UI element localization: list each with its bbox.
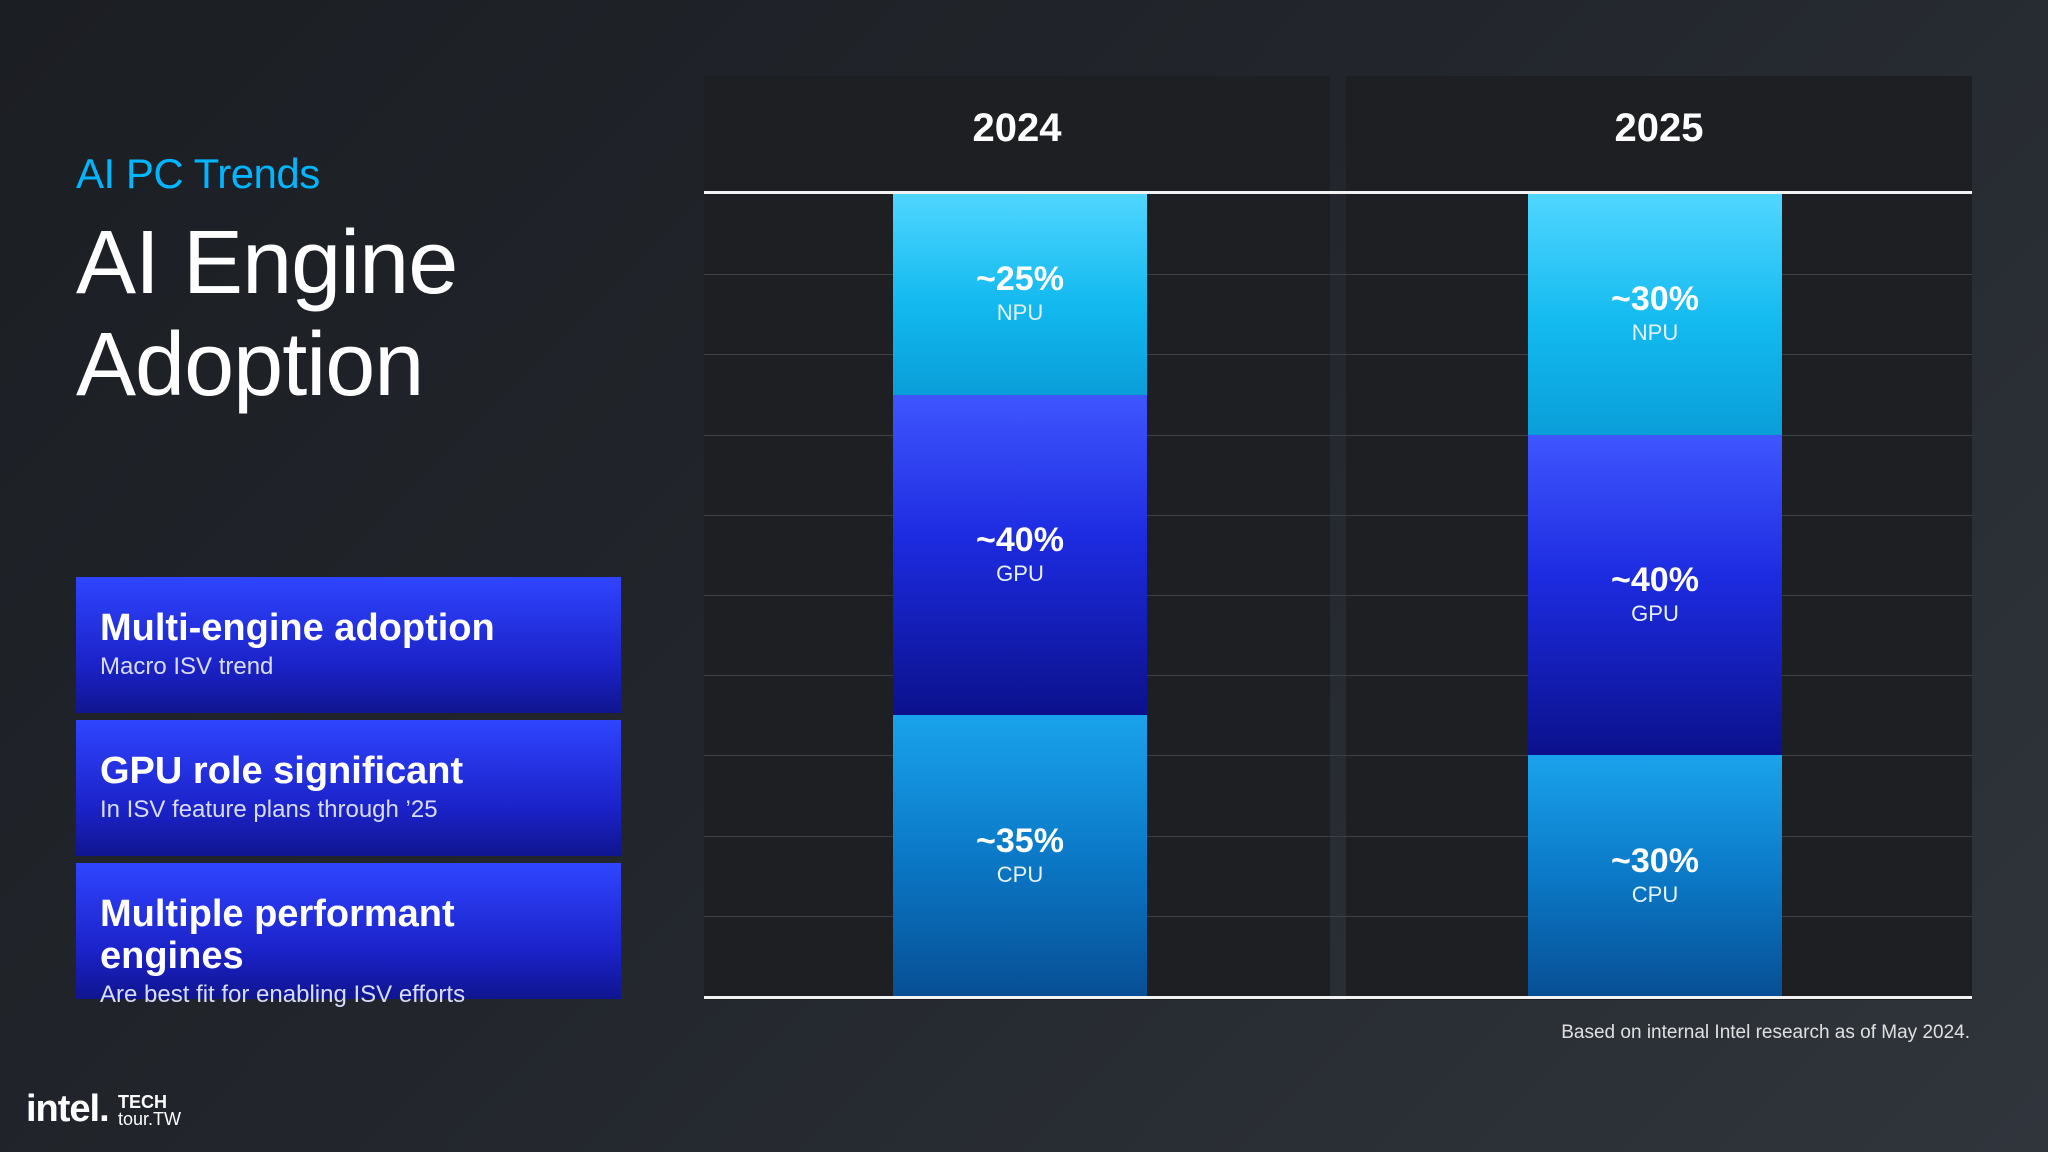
data-label-value: ~40% (976, 520, 1064, 559)
data-label-series: CPU (996, 861, 1044, 887)
card-multi-engine: Multi-engine adoption Macro ISV trend (76, 577, 621, 713)
gridline (704, 755, 1972, 757)
page-title: AI Engine Adoption (76, 213, 458, 415)
card-subtitle: Macro ISV trend (100, 653, 274, 680)
data-label-value: ~25% (976, 260, 1064, 299)
bar-segment-gpu-2024: ~40% GPU (893, 394, 1147, 716)
tech-tour-logo: TECH tour.TW (118, 1092, 182, 1129)
gridline (704, 595, 1972, 596)
bar-segment-npu-2024: ~25% NPU (893, 194, 1147, 395)
card-title: GPU role significant (100, 750, 464, 792)
cobrand-line-1: TECH (118, 1092, 167, 1112)
gridline (704, 675, 1972, 677)
intel-logo: intel. (26, 1088, 110, 1130)
category-label-2024: 2024 (972, 106, 1062, 150)
data-label-series: CPU (1631, 881, 1679, 907)
stacked-bar-chart: 2024 2025 ~25% NPU ~40% GPU ~35% CPU ~30% NPU ~4… (704, 76, 1972, 1000)
data-label-value: ~30% (1611, 841, 1699, 880)
bar-segment-cpu-2025: ~30% CPU (1528, 755, 1782, 996)
bar-segment-gpu-2025: ~40% GPU (1528, 434, 1782, 756)
gridline (704, 274, 1972, 276)
gridline (704, 835, 1972, 837)
gridline (704, 434, 1972, 436)
cobrand-line-2: tour.TW (118, 1109, 182, 1129)
card-subtitle: In ISV feature plans through ’25 (100, 796, 438, 823)
data-label-value: ~35% (976, 821, 1064, 860)
data-label-series: GPU (1631, 600, 1679, 626)
card-subtitle: Are best fit for enabling ISV efforts (100, 981, 466, 1008)
bar-segment-cpu-2024: ~35% CPU (893, 715, 1147, 996)
baseline-rule (704, 996, 1972, 999)
footnote: Based on internal Intel research as of M… (1561, 1022, 1970, 1043)
gridline (704, 514, 1972, 516)
card-performant-engines: Multiple performant engines Are best fit… (76, 863, 621, 1008)
data-label-series: NPU (996, 300, 1044, 326)
gridline (704, 354, 1972, 356)
data-label-value: ~40% (1611, 560, 1699, 599)
data-label-series: NPU (1631, 320, 1679, 346)
top-rule (704, 191, 1972, 194)
card-title: Multi-engine adoption (100, 607, 495, 649)
category-label-2025: 2025 (1614, 106, 1704, 150)
bar-segment-npu-2025: ~30% NPU (1528, 194, 1782, 435)
gridline (704, 915, 1972, 917)
card-title: Multiple performant engines (100, 893, 455, 977)
kicker-text: AI PC Trends (76, 150, 320, 197)
data-label-series: GPU (996, 560, 1044, 586)
card-gpu-role: GPU role significant In ISV feature plan… (76, 720, 621, 856)
data-label-value: ~30% (1611, 280, 1699, 319)
